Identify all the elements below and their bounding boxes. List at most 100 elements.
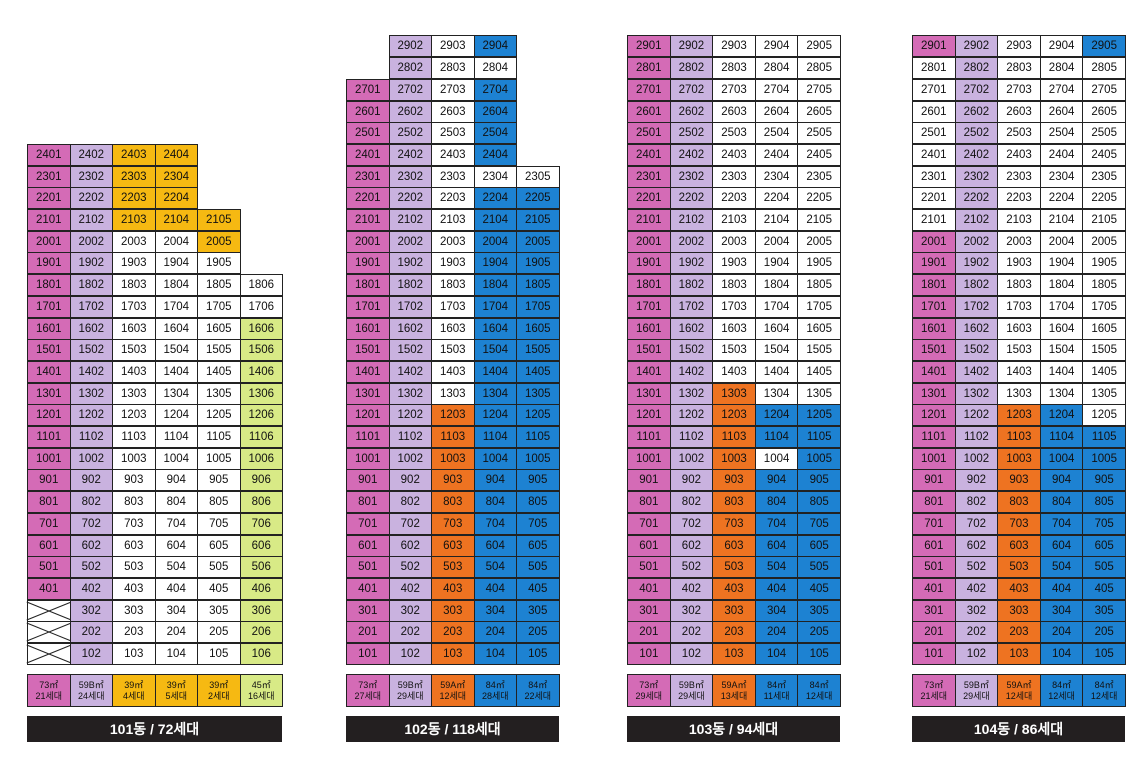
unit-cell: 305 xyxy=(197,599,241,622)
unit-cell: 2504 xyxy=(1039,122,1084,145)
unit-cell: 2603 xyxy=(431,100,475,123)
unit-cell: 1803 xyxy=(112,274,156,297)
unit-cell: 103 xyxy=(112,643,156,665)
unit-cell: 804 xyxy=(1039,491,1084,514)
unit-cell: 1302 xyxy=(954,382,999,405)
unit-cell: 2102 xyxy=(69,209,113,231)
unit-cell: 2405 xyxy=(797,143,841,166)
unit-cell: 404 xyxy=(154,577,198,600)
unit-cell: 1403 xyxy=(431,360,475,383)
unit-cell: 1006 xyxy=(239,447,283,470)
unit-cell: 102 xyxy=(69,643,113,665)
unit-cell: 1005 xyxy=(797,447,841,470)
unit-cell: 1404 xyxy=(154,360,198,383)
unit-cell: 1301 xyxy=(912,382,956,405)
unit-type-legend: 73㎡ 21세대 xyxy=(27,674,71,707)
unit-cell: 604 xyxy=(1039,534,1084,557)
unit-cell: 2404 xyxy=(754,143,799,166)
unit-type-legend: 59A㎡ 12세대 xyxy=(997,674,1041,707)
unit-cell: 1001 xyxy=(346,447,390,470)
unit-cell: 1204 xyxy=(473,404,517,427)
unit-cell: 2802 xyxy=(669,57,714,80)
unit-cell: 1405 xyxy=(797,360,841,383)
unit-cell: 2804 xyxy=(473,57,517,80)
unit-cell: 703 xyxy=(997,512,1041,535)
unit-cell: 1904 xyxy=(754,252,799,275)
unit-cell: 805 xyxy=(1082,491,1126,514)
unit-cell: 1202 xyxy=(388,404,432,427)
unit-cell: 1704 xyxy=(1039,295,1084,318)
unit-cell: 1501 xyxy=(912,339,956,362)
unit-cell: 1702 xyxy=(954,295,999,318)
unit-cell: 904 xyxy=(154,469,198,492)
unit-cell: 1104 xyxy=(754,426,799,448)
unit-cell: 303 xyxy=(112,599,156,622)
unit-cell: 103 xyxy=(997,643,1041,665)
unit-cell: 1402 xyxy=(669,360,714,383)
unit-cell: 1504 xyxy=(1039,339,1084,362)
unit-cell: 801 xyxy=(27,491,71,514)
unit-cell: 2904 xyxy=(473,35,517,58)
unit-cell: 702 xyxy=(69,512,113,535)
unit-cell: 705 xyxy=(1082,512,1126,535)
unit-cell: 1601 xyxy=(912,317,956,340)
unit-cell: 201 xyxy=(627,621,671,644)
unit-cell: 405 xyxy=(1082,577,1126,600)
unit-cell: 902 xyxy=(954,469,999,492)
unit-cell: 2502 xyxy=(954,122,999,145)
unit-cell: 902 xyxy=(669,469,714,492)
unit-cell: 2201 xyxy=(346,187,390,210)
unit-cell: 2701 xyxy=(912,78,956,101)
unit-cell: 301 xyxy=(346,599,390,622)
unit-cell: 2202 xyxy=(388,187,432,210)
unit-cell: 202 xyxy=(69,621,113,644)
unit-cell: 1702 xyxy=(669,295,714,318)
unit-cell: 2501 xyxy=(912,122,956,145)
unit-cell: 605 xyxy=(1082,534,1126,557)
unit-cell: 805 xyxy=(797,491,841,514)
unit-cell: 404 xyxy=(473,577,517,600)
unit-cell: 203 xyxy=(112,621,156,644)
unit-cell: 905 xyxy=(797,469,841,492)
unit-cell: 604 xyxy=(473,534,517,557)
unit-cell: 1602 xyxy=(69,317,113,340)
unit-cell: 2003 xyxy=(112,230,156,253)
unit-cell: 2404 xyxy=(473,143,517,166)
unit-cell: 1401 xyxy=(346,360,390,383)
unit-cell: 903 xyxy=(112,469,156,492)
unit-cell: 1805 xyxy=(197,274,241,297)
unit-cell: 506 xyxy=(239,556,283,579)
unit-cell: 2704 xyxy=(754,78,799,101)
unit-cell: 1805 xyxy=(797,274,841,297)
empty-unit-cell xyxy=(27,621,71,644)
unit-cell: 503 xyxy=(112,556,156,579)
unit-cell: 102 xyxy=(388,643,432,665)
unit-cell: 402 xyxy=(954,577,999,600)
unit-cell: 1104 xyxy=(1039,426,1084,448)
unit-cell: 2203 xyxy=(712,187,756,210)
unit-cell: 2204 xyxy=(154,187,198,210)
unit-cell: 2805 xyxy=(1082,57,1126,80)
unit-cell: 905 xyxy=(1082,469,1126,492)
unit-cell: 2801 xyxy=(627,57,671,80)
unit-cell: 2503 xyxy=(997,122,1041,145)
unit-cell: 1804 xyxy=(154,274,198,297)
unit-cell: 1802 xyxy=(69,274,113,297)
unit-cell: 703 xyxy=(431,512,475,535)
unit-cell: 803 xyxy=(112,491,156,514)
unit-cell: 704 xyxy=(754,512,799,535)
unit-cell: 1305 xyxy=(1082,382,1126,405)
unit-cell: 505 xyxy=(516,556,560,579)
unit-cell: 1904 xyxy=(154,252,198,275)
unit-cell: 204 xyxy=(1039,621,1084,644)
unit-cell: 2005 xyxy=(797,230,841,253)
unit-cell: 1103 xyxy=(112,426,156,448)
unit-cell: 403 xyxy=(997,577,1041,600)
unit-cell: 1902 xyxy=(669,252,714,275)
unit-cell: 701 xyxy=(346,512,390,535)
unit-cell: 1003 xyxy=(712,447,756,470)
unit-cell: 2303 xyxy=(997,165,1041,188)
unit-cell: 1401 xyxy=(627,360,671,383)
unit-cell: 2304 xyxy=(1039,165,1084,188)
unit-cell: 402 xyxy=(669,577,714,600)
